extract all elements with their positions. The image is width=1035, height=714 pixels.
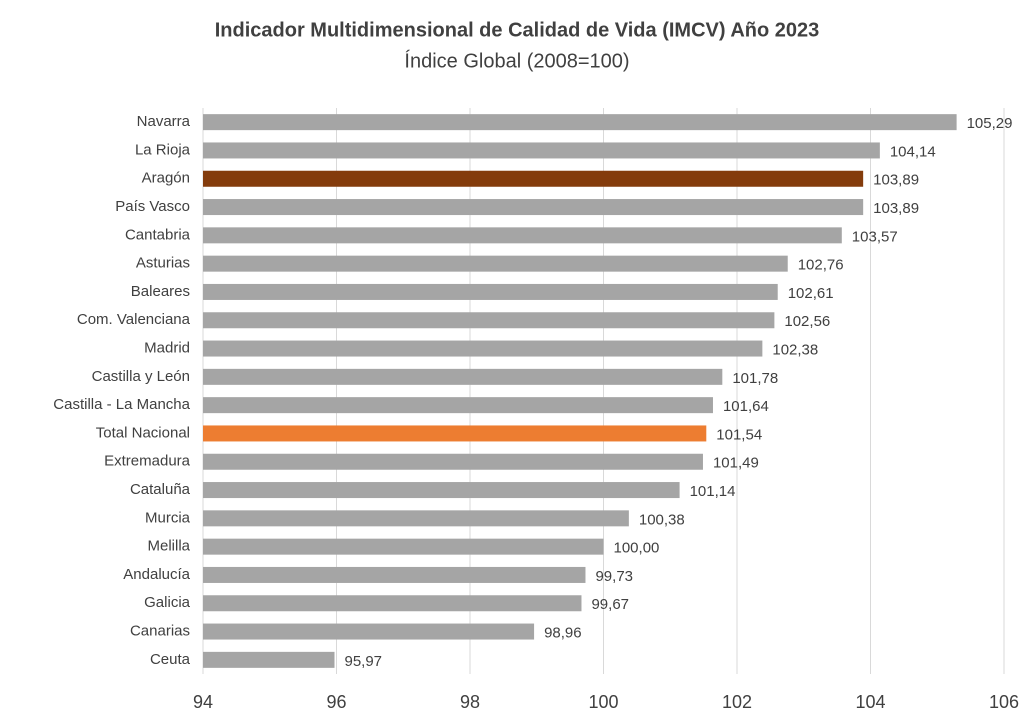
bar [203,595,582,612]
bar [203,538,604,555]
x-tick-label: 100 [588,692,618,712]
y-tick-label: Castilla - La Mancha [53,396,190,413]
bar [203,199,864,216]
value-label: 102,38 [772,342,818,359]
y-tick-label: Murcia [145,509,191,526]
y-tick-label: País Vasco [115,198,190,215]
value-label: 101,78 [732,370,778,387]
bar [203,114,957,131]
y-tick-label: Com. Valenciana [77,311,191,328]
value-label: 104,14 [890,143,936,160]
value-label: 105,29 [967,115,1013,132]
bar [203,255,788,272]
value-label: 103,89 [873,200,919,217]
y-tick-label: Canarias [130,623,190,640]
value-label: 101,64 [723,398,769,415]
value-label: 102,76 [798,257,844,274]
value-label: 103,57 [852,228,898,245]
bar [203,566,586,583]
value-label: 101,49 [713,455,759,472]
bar [203,482,680,499]
value-label: 95,97 [344,653,382,670]
y-tick-label: Melilla [147,538,190,555]
y-tick-label: Extremadura [104,453,191,470]
x-tick-label: 102 [722,692,752,712]
bar [203,227,842,244]
chart-subtitle: Índice Global (2008=100) [404,49,629,72]
value-label: 103,89 [873,172,919,189]
x-tick-label: 106 [989,692,1019,712]
value-label: 100,38 [639,511,685,528]
bar [203,368,723,385]
y-tick-label: Cantabria [125,226,191,243]
value-label: 100,00 [614,540,660,557]
x-tick-label: 104 [855,692,885,712]
bar [203,453,703,470]
y-tick-label: Navarra [137,113,191,130]
y-tick-label: La Rioja [135,141,191,158]
y-tick-label: Baleares [131,283,190,300]
bar [203,425,707,442]
value-label: 101,14 [690,483,736,500]
bar [203,340,763,357]
bar [203,142,880,159]
y-tick-label: Cataluña [130,481,191,498]
value-label: 101,54 [716,426,762,443]
y-tick-label: Madrid [144,340,190,357]
y-tick-label: Galicia [144,594,191,611]
value-label: 99,73 [595,568,633,585]
x-tick-label: 98 [460,692,480,712]
x-tick-label: 96 [326,692,346,712]
y-tick-label: Andalucía [123,566,190,583]
value-label: 102,56 [784,313,830,330]
y-tick-label: Total Nacional [96,424,190,441]
y-tick-label: Aragón [142,170,190,187]
bar [203,651,335,668]
chart-title: Indicador Multidimensional de Calidad de… [215,19,820,41]
bar [203,170,864,187]
y-tick-label: Castilla y León [92,368,190,385]
value-label: 99,67 [591,596,629,613]
y-tick-label: Ceuta [150,651,191,668]
bar [203,510,629,527]
value-label: 102,61 [788,285,834,302]
bar [203,623,535,640]
y-tick-label: Asturias [136,255,190,272]
bar [203,312,775,329]
bar [203,283,778,300]
bar [203,397,713,414]
value-label: 98,96 [544,625,582,642]
x-tick-label: 94 [193,692,213,712]
